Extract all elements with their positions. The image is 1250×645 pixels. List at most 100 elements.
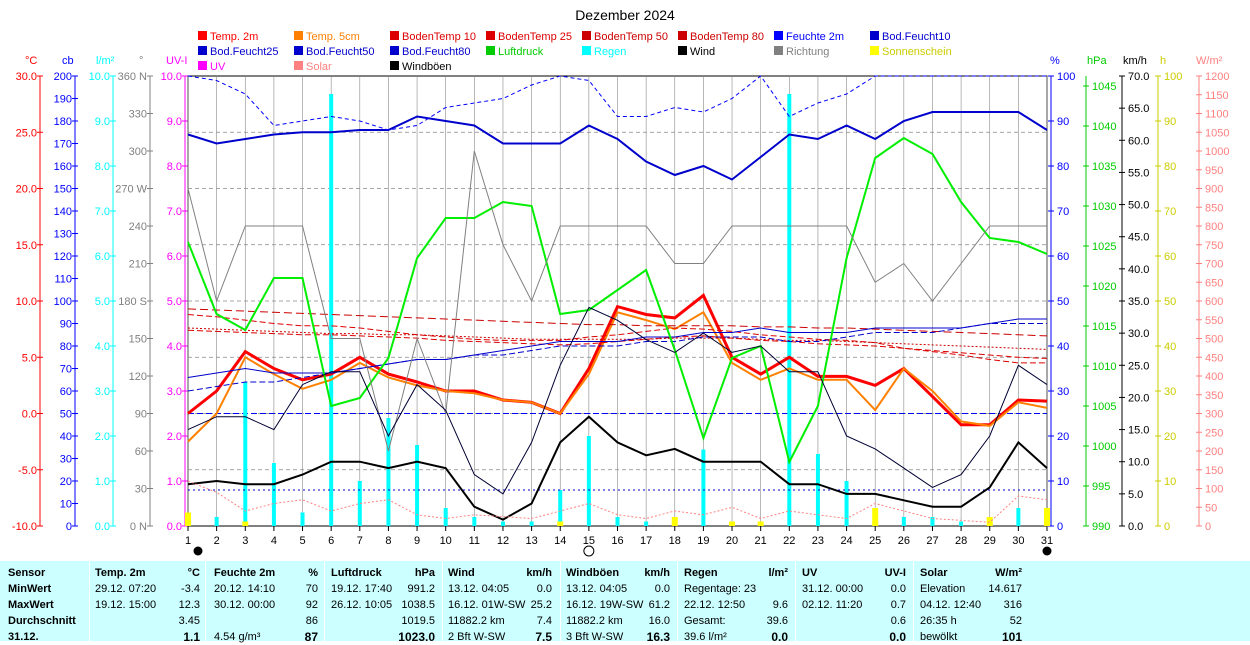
stats-cell-value: 16.0 — [648, 615, 670, 627]
cb-tick-label: 200 — [54, 71, 72, 83]
wind-tick-label: 10.0 — [1128, 457, 1149, 469]
legend-swatch — [198, 31, 207, 40]
cb-tick-label: 80 — [60, 341, 72, 353]
stats-cell-time: 20.12. 14:10 — [214, 583, 276, 595]
hum-tick-label: 10 — [1057, 476, 1069, 488]
x-tick-label: 13 — [525, 535, 537, 547]
stats-cell-time: Elevation — [920, 583, 966, 595]
press-axis-unit: hPa — [1087, 55, 1107, 67]
stats-column-header: Temp. 2m °C — [95, 565, 200, 581]
line-layer — [187, 75, 1048, 523]
rain-tick-label: 4.0 — [95, 341, 110, 353]
stats-cell-time: 11882.2 km — [448, 615, 505, 627]
stats-cell-row: 16.12. 01W-SW 25.2 — [448, 597, 552, 613]
legend-swatch — [870, 31, 879, 40]
x-tick-label: 3 — [242, 535, 248, 547]
legend-label: Richtung — [786, 46, 829, 58]
cb-tick-label: 110 — [54, 274, 72, 286]
solar-tick-label: 450 — [1205, 352, 1223, 364]
x-tick-label: 19 — [697, 535, 709, 547]
solar-tick-label: 800 — [1205, 221, 1223, 233]
solar-tick-label: 0 — [1205, 521, 1211, 533]
cb-tick-label: 130 — [54, 229, 72, 241]
stats-cell-row: 16.12. 19W-SW 61.2 — [566, 597, 670, 613]
column-separator — [560, 561, 561, 641]
stats-cell-time: 26.12. 10:05 — [331, 599, 393, 611]
stats-cell-time: 19.12. 15:00 — [95, 599, 157, 611]
solar-tick-label: 650 — [1205, 277, 1223, 289]
x-tick-label: 1 — [185, 535, 191, 547]
solar-tick-label: 900 — [1205, 184, 1223, 196]
column-separator — [442, 561, 443, 641]
stats-cell-time: 19.12. 17:40 — [331, 583, 393, 595]
wind-tick-label: 70.0 — [1128, 71, 1149, 83]
uv-tick-label: 6.0 — [167, 251, 182, 263]
sun-tick-label: 100 — [1164, 71, 1182, 83]
temp-tick-label: 30.0 — [16, 71, 37, 83]
dir-tick-label: 150 — [129, 334, 147, 346]
stats-row-label: 31.12. — [8, 631, 39, 643]
full-moon-icon — [583, 545, 595, 557]
stats-column-header: UV UV-I — [802, 565, 906, 581]
press-tick-label: 1020 — [1092, 281, 1116, 293]
stats-cell-row: 19.12. 17:40 991.2 — [331, 581, 435, 597]
stats-cell-value: 7.4 — [536, 615, 552, 627]
new-moon-icon — [1042, 546, 1052, 556]
sun-tick-label: 0 — [1164, 521, 1170, 533]
stats-cell-value: 14.617 — [988, 583, 1022, 595]
stats-cell-row: 3 Bft W-SW 16.3 — [566, 629, 670, 645]
column-separator — [324, 561, 325, 641]
stats-column: Temp. 2m °C 29.12. 07:20 -3.4 19.12. 15:00 12… — [95, 565, 200, 645]
series-bod-feucht10 — [187, 75, 1047, 131]
solar-tick-label: 1000 — [1205, 146, 1229, 158]
legend-swatch — [294, 46, 303, 55]
uv-tick-label: 9.0 — [167, 116, 182, 128]
rain-bar — [615, 517, 620, 526]
rain-bar — [415, 445, 420, 526]
stats-cell-time: 30.12. 00:00 — [214, 599, 276, 611]
rain-bar — [701, 449, 706, 526]
stats-cell-row: 1.1 — [95, 629, 200, 645]
stats-header-unit: °C — [187, 567, 200, 579]
stats-cell-value: 92 — [305, 599, 318, 611]
rain-bar — [815, 454, 820, 526]
sunshine-bar — [757, 521, 764, 526]
uv-axis-unit: UV-I — [166, 55, 187, 67]
cb-tick-label: 20 — [60, 476, 72, 488]
stats-cell-row: 11882.2 km 7.4 — [448, 613, 552, 629]
hum-tick-label: 50 — [1057, 296, 1069, 308]
solar-tick-label: 950 — [1205, 165, 1223, 177]
cb-axis-unit: cb — [62, 55, 74, 67]
wind-tick-label: 50.0 — [1128, 200, 1149, 212]
legend-label: Bod.Feucht80 — [402, 46, 471, 58]
column-separator — [913, 561, 914, 641]
axes: °C 30.0 25.0 20.0 15.0 10.0 5.0 0.0 -5.0 -10.0 cb 2… — [12, 55, 1230, 533]
stats-cell-value: 991.2 — [407, 583, 435, 595]
legend-swatch — [198, 46, 207, 55]
statistics-table: Sensor MinWert MaxWert Durchschnitt 31.12. Te… — [0, 561, 1250, 644]
bar-layer — [185, 94, 1050, 526]
solar-tick-label: 500 — [1205, 334, 1223, 346]
x-tick-label: 29 — [984, 535, 996, 547]
stats-cell-value: 16.3 — [646, 630, 670, 644]
x-tick-label: 28 — [955, 535, 967, 547]
press-tick-label: 1025 — [1092, 241, 1116, 253]
x-tick-label: 7 — [357, 535, 363, 547]
legend-swatch — [390, 61, 399, 70]
series-windb-en — [187, 306, 1048, 495]
stats-cell-value: 0.0 — [654, 583, 670, 595]
stats-cell-row: bewölkt 101 — [920, 629, 1022, 645]
legend-swatch — [390, 46, 399, 55]
stats-cell-row: 26:35 h 52 — [920, 613, 1022, 629]
uv-tick-label: 4.0 — [167, 341, 182, 353]
x-tick-label: 22 — [783, 535, 795, 547]
stats-cell-row: 3.45 — [95, 613, 200, 629]
cb-tick-label: 90 — [60, 319, 72, 331]
solar-tick-label: 1100 — [1205, 109, 1229, 121]
stats-cell-value: 87 — [304, 630, 318, 644]
stats-cell-time: 13.12. 04:05 — [566, 583, 628, 595]
x-tick-label: 18 — [669, 535, 681, 547]
stats-header-unit: W/m² — [995, 567, 1022, 579]
sun-tick-label: 30 — [1164, 386, 1176, 398]
press-tick-label: 990 — [1092, 521, 1110, 533]
